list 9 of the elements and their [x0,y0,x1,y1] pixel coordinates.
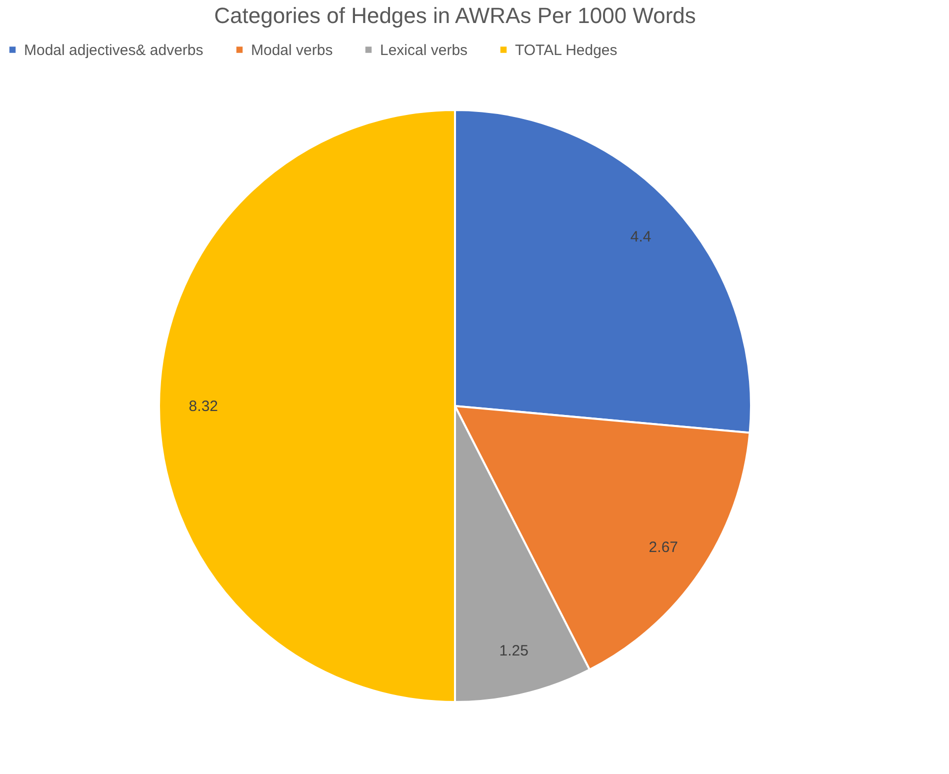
data-label: 1.25 [499,642,528,660]
legend-label: Modal adjectives& adverbs [24,42,204,59]
data-label: 2.67 [648,538,678,556]
data-label: 4.4 [630,228,652,246]
legend-label: Modal verbs [251,42,333,59]
legend-label: Lexical verbs [380,42,468,59]
data-label: 8.32 [188,398,218,415]
chart-title: Categories of Hedges in AWRAs Per 1000 Words [214,3,696,28]
legend-label: TOTAL Hedges [515,42,618,59]
